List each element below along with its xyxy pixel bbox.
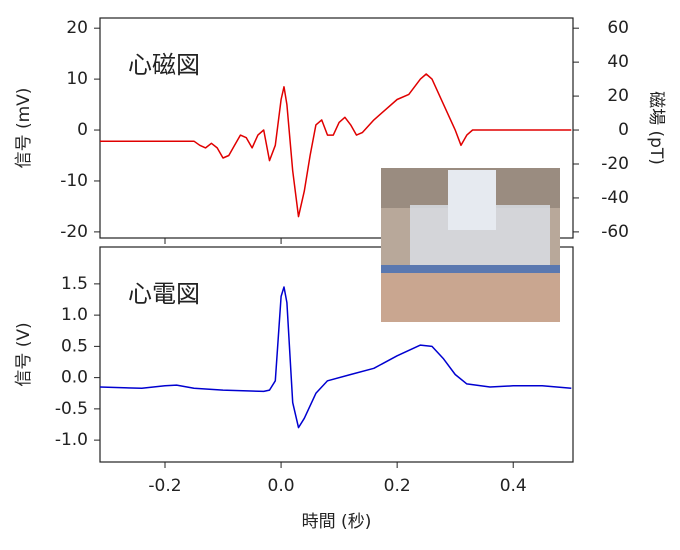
y-tick-label: -10 xyxy=(60,171,88,191)
y-axis-label: 信号 (V) xyxy=(14,322,34,386)
inset-photo xyxy=(381,168,560,322)
y-tick-label: -1.0 xyxy=(55,430,88,450)
y-tick-label: 1.5 xyxy=(61,274,88,294)
y-tick-label: 1.0 xyxy=(61,305,88,325)
y2-tick-label: -40 xyxy=(601,188,629,208)
y2-axis-label: 磁場 (pT) xyxy=(646,91,666,165)
x-tick-label: -0.2 xyxy=(148,476,181,496)
y-tick-label: 10 xyxy=(66,69,88,89)
y2-tick-label: 20 xyxy=(607,86,629,106)
data-line xyxy=(99,286,572,429)
series-label: 心磁図 xyxy=(128,51,200,79)
y2-tick-label: 40 xyxy=(607,52,629,72)
photo-bar xyxy=(381,265,560,273)
y-tick-label: -20 xyxy=(60,222,88,242)
x-tick-label: 0.4 xyxy=(500,476,527,496)
y-tick-label: -0.5 xyxy=(55,399,88,419)
photo-tube xyxy=(448,170,496,230)
y-tick-label: 0 xyxy=(77,120,88,140)
y-tick-label: 20 xyxy=(66,18,88,38)
x-tick-label: 0.0 xyxy=(268,476,295,496)
y2-tick-label: -60 xyxy=(601,222,629,242)
x-tick-label: 0.2 xyxy=(384,476,411,496)
y2-tick-label: 0 xyxy=(618,120,629,140)
y2-tick-label: -20 xyxy=(601,154,629,174)
plot-frame xyxy=(99,17,574,239)
plot-frame xyxy=(99,246,574,463)
series-label: 心電図 xyxy=(128,280,200,308)
x-axis-label: 時間 (秒) xyxy=(302,512,372,532)
photo-chest xyxy=(381,273,560,322)
y-tick-label: 0.0 xyxy=(61,368,88,388)
y-tick-label: 0.5 xyxy=(61,336,88,356)
data-line xyxy=(100,73,572,218)
y2-tick-label: 60 xyxy=(607,18,629,38)
y-axis-label: 信号 (mV) xyxy=(14,88,34,169)
